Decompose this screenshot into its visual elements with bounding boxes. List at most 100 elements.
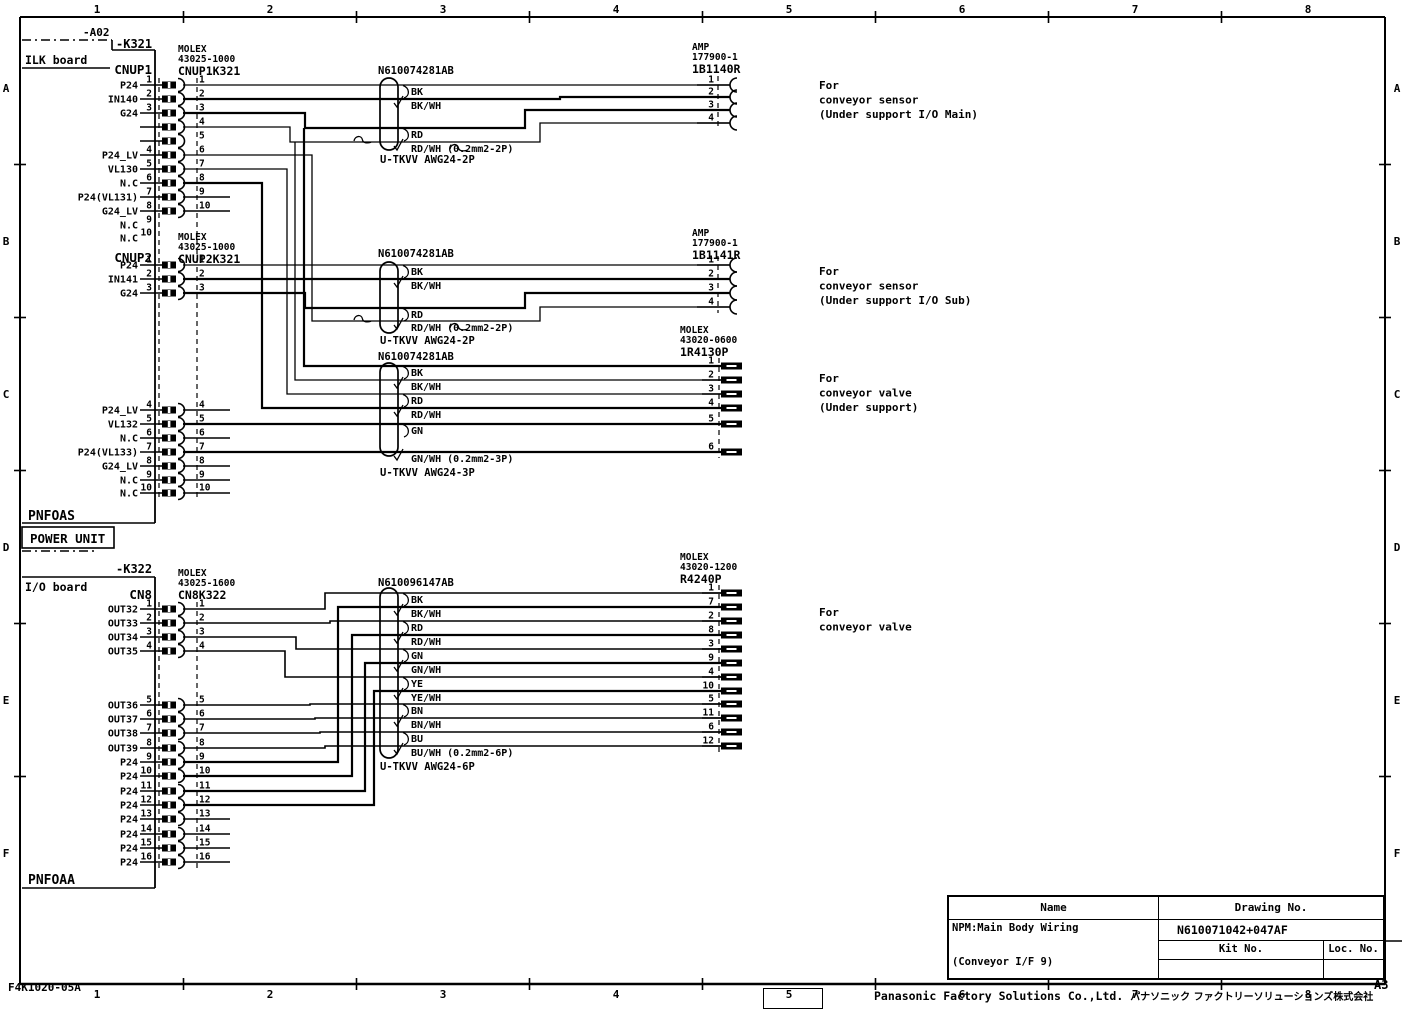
right-pin-number: 11 bbox=[703, 708, 715, 719]
mate-pin-number: 5 bbox=[199, 414, 205, 425]
loc-no-label: Loc. No. bbox=[1328, 943, 1379, 955]
pin-signal-label: IN140 bbox=[108, 95, 138, 106]
pin-signal-label: G24_LV bbox=[102, 207, 138, 218]
right-pin-number: 3 bbox=[708, 100, 714, 111]
right-pin-number: 2 bbox=[708, 269, 714, 280]
board-pin-number: 9 bbox=[146, 470, 152, 481]
board-pin-number: 8 bbox=[146, 738, 152, 749]
pnfoas-label: PNFOAS bbox=[28, 509, 75, 524]
frame-col-number-top: 5 bbox=[786, 3, 793, 16]
power-unit-label: POWER UNIT bbox=[30, 531, 105, 546]
mate-pin-number: 14 bbox=[199, 824, 211, 835]
pin-signal-label: N.C bbox=[120, 179, 138, 190]
wire-color-label: RD/WH bbox=[411, 410, 441, 421]
mate-pin-number: 13 bbox=[199, 809, 211, 820]
mate-pin-number: 1 bbox=[199, 75, 205, 86]
pin-signal-label: OUT33 bbox=[108, 619, 138, 630]
cable-spec-label: U-TKVV AWG24-3P bbox=[380, 467, 475, 479]
right-pin-number: 9 bbox=[708, 653, 714, 664]
cable-part-number: N610074281AB bbox=[378, 65, 454, 77]
frame-row-letter-left: D bbox=[3, 541, 10, 554]
pin-signal-label: G24 bbox=[120, 109, 138, 120]
frame-col-number-top: 7 bbox=[1132, 3, 1139, 16]
right-pin-number: 4 bbox=[708, 667, 714, 678]
connector-title: CN8 bbox=[129, 587, 152, 602]
frame-row-letter-right: A bbox=[1394, 82, 1401, 95]
wire-color-label: RD bbox=[411, 310, 423, 321]
right-connector-title: 43020-0600 bbox=[680, 335, 737, 346]
board-pin-number: 6 bbox=[146, 428, 152, 439]
mate-pin-number: 6 bbox=[199, 428, 205, 439]
right-pin-number: 5 bbox=[708, 414, 714, 425]
pin-signal-label: OUT39 bbox=[108, 744, 138, 755]
frame-col-number-bottom: 4 bbox=[613, 988, 620, 1001]
board-pin-number: 8 bbox=[146, 201, 152, 212]
mate-connector-title: CN8K322 bbox=[178, 588, 226, 602]
wire-color-label: RD/WH bbox=[411, 637, 441, 648]
title-block: Name Drawing No. NPM:Main Body Wiring (C… bbox=[947, 895, 1385, 980]
mate-pin-number: 16 bbox=[199, 852, 211, 863]
drawing-name: NPM:Main Body Wiring bbox=[952, 922, 1079, 934]
wire-color-label: BK bbox=[411, 267, 423, 278]
pin-signal-label: N.C bbox=[120, 476, 138, 487]
wire-color-label: BN bbox=[411, 706, 423, 717]
mate-pin-number: 8 bbox=[199, 173, 205, 184]
frame-row-letter-right: F bbox=[1394, 847, 1401, 860]
wire-color-label: RD bbox=[411, 623, 423, 634]
mate-pin-number: 9 bbox=[199, 752, 205, 763]
drawing-number: N610071042+047AF bbox=[1159, 920, 1383, 941]
ilk-board-label: ILK board bbox=[25, 53, 87, 67]
frame-row-letter-right: C bbox=[1394, 388, 1401, 401]
company-name: Panasonic Factory Solutions Co.,Ltd. パナソ… bbox=[874, 988, 1373, 1003]
board-pin-number: 1 bbox=[146, 599, 152, 610]
mate-pin-number: 2 bbox=[199, 613, 205, 624]
right-pin-number: 7 bbox=[708, 597, 714, 608]
mate-pin-number: 9 bbox=[199, 187, 205, 198]
mate-pin-number: 10 bbox=[199, 766, 211, 777]
relay-ref-k321: -K321 bbox=[116, 37, 152, 51]
frame-col-number-bottom: 1 bbox=[94, 988, 101, 1001]
board-pin-number: 3 bbox=[146, 627, 152, 638]
note-line: For bbox=[819, 79, 839, 92]
board-pin-number: 11 bbox=[141, 781, 153, 792]
board-pin-number: 2 bbox=[146, 613, 152, 624]
cable-spec-label: U-TKVV AWG24-6P bbox=[380, 761, 475, 773]
note-line: (Under support I/O Sub) bbox=[819, 294, 971, 307]
right-connector-title: 1R4130P bbox=[680, 345, 729, 359]
right-connector-title: 1B1140R bbox=[692, 62, 741, 76]
board-pin-number: 6 bbox=[146, 173, 152, 184]
mate-pin-number: 11 bbox=[199, 781, 211, 792]
mate-pin-number: 10 bbox=[199, 201, 211, 212]
mate-pin-number: 3 bbox=[199, 627, 205, 638]
right-pin-number: 1 bbox=[708, 75, 714, 86]
pin-signal-label: G24 bbox=[120, 289, 138, 300]
mate-pin-number: 6 bbox=[199, 709, 205, 720]
right-pin-number: 2 bbox=[708, 87, 714, 98]
pin-signal-label: N.C bbox=[120, 221, 138, 232]
wire-color-label: BK/WH bbox=[411, 609, 441, 620]
board-pin-number: 13 bbox=[141, 809, 153, 820]
mate-pin-number: 4 bbox=[199, 117, 205, 128]
pin-signal-label: P24(VL133) bbox=[78, 448, 138, 459]
right-pin-number: 3 bbox=[708, 283, 714, 294]
note-line: (Under support I/O Main) bbox=[819, 108, 978, 121]
connector-title: CNUP1 bbox=[114, 62, 152, 77]
frame-col-number-top: 2 bbox=[267, 3, 274, 16]
right-pin-number: 4 bbox=[708, 113, 714, 124]
wire-color-label: BK bbox=[411, 87, 423, 98]
wire-color-label: RD bbox=[411, 396, 423, 407]
wire-color-label: GN bbox=[411, 651, 423, 662]
pin-signal-label: P24_LV bbox=[102, 151, 138, 162]
board-pin-number: 7 bbox=[146, 442, 152, 453]
wire-color-label: BU bbox=[411, 734, 423, 745]
pin-signal-label: OUT37 bbox=[108, 715, 138, 726]
wire-color-label: GN/WH bbox=[411, 665, 441, 676]
frame-row-letter-left: A bbox=[3, 82, 10, 95]
pin-signal-label: OUT36 bbox=[108, 701, 138, 712]
pin-signal-label: OUT35 bbox=[108, 647, 138, 658]
right-pin-number: 6 bbox=[708, 722, 714, 733]
